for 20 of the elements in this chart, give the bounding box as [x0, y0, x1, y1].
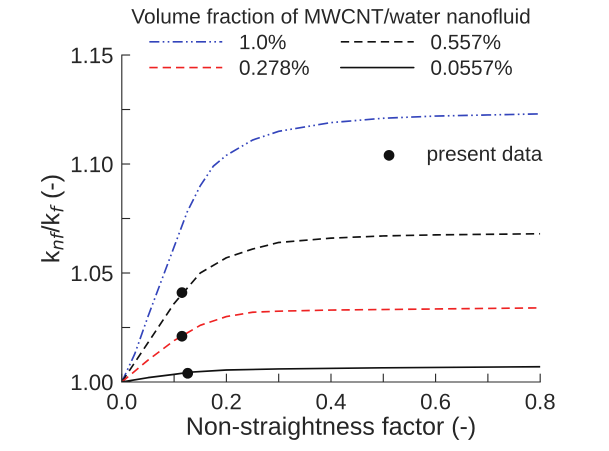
point [182, 368, 194, 379]
y-tick-label: 1.15 [72, 48, 113, 64]
legend-title: Volume fraction of MWCNT/water nanofluid [131, 8, 530, 24]
legend-label: present data [428, 146, 542, 166]
y-tick-label: 1.00 [72, 374, 113, 390]
x-tick-label: 0.2 [212, 394, 241, 410]
x-tick-label: 0.6 [421, 394, 450, 410]
legend-label: 0.278% [240, 60, 309, 76]
y-tick-label: 1.10 [72, 156, 113, 172]
legend-label: 1.0% [240, 34, 286, 50]
point [176, 287, 188, 298]
x-tick-label: 0.4 [316, 394, 346, 410]
x-tick-label: 0.8 [526, 394, 555, 410]
x-tick-label: 0.0 [107, 394, 136, 410]
x-axis-title: Non-straightness factor (-) [188, 416, 475, 440]
point [176, 330, 188, 342]
legend-label: 0.557% [431, 34, 500, 50]
legend-label: 0.0557% [431, 60, 512, 76]
y-tick-label: 1.05 [72, 266, 113, 282]
y-axis-title: k$_{nf}$/k$_{f}$ (-) [41, 176, 64, 262]
